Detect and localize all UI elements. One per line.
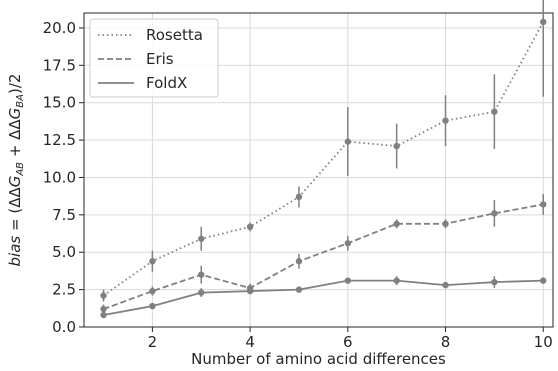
legend-label: Eris <box>146 50 174 68</box>
series-line <box>103 203 544 310</box>
series-rosetta <box>100 0 547 302</box>
data-point <box>295 258 303 265</box>
data-point <box>540 18 547 26</box>
data-point <box>442 220 449 228</box>
data-point <box>149 258 156 265</box>
legend: Rosetta Eris FoldX <box>89 18 219 98</box>
y-axis-label-part: G <box>6 176 24 188</box>
y-axis-label-part: = (ΔΔ <box>6 187 24 236</box>
data-point <box>491 210 498 217</box>
y-axis-label-bias: bias <box>6 236 24 267</box>
y-tick-label: 0.0 <box>52 318 76 336</box>
y-tick-label: 7.5 <box>52 206 76 224</box>
data-point <box>442 281 449 289</box>
data-point <box>295 193 303 201</box>
x-tick-label: 10 <box>534 333 553 351</box>
y-tick-label: 17.5 <box>43 56 76 74</box>
data-point <box>540 201 547 208</box>
data-point <box>149 287 156 295</box>
series-group <box>100 0 547 319</box>
data-point <box>491 108 498 115</box>
data-point <box>100 305 107 313</box>
legend-box <box>89 18 219 98</box>
series-line <box>103 279 544 316</box>
data-point <box>198 235 205 242</box>
data-point <box>540 277 547 284</box>
x-tick-label: 4 <box>245 333 255 351</box>
series-foldx <box>100 276 547 319</box>
data-point <box>295 286 303 293</box>
y-axis-label-sub: AB <box>15 162 26 177</box>
data-point <box>149 302 156 310</box>
y-axis-label-sub: BA <box>15 94 26 108</box>
data-point <box>344 277 352 284</box>
data-point <box>100 311 107 319</box>
data-point <box>442 117 449 124</box>
data-point <box>393 220 400 228</box>
series-line <box>102 21 544 297</box>
axes: 2 4 6 8 10 0.0 2.5 5.0 7.5 10.0 12.5 15.0 17.5 20.0 <box>43 12 554 351</box>
data-point <box>344 138 352 145</box>
data-point <box>393 277 400 284</box>
y-tick-label: 20.0 <box>43 19 76 37</box>
x-tick-label: 2 <box>148 333 158 351</box>
y-axis-label-part: )/2 <box>6 74 24 94</box>
x-tick-label: 6 <box>343 333 353 351</box>
x-axis-label: Number of amino acid differences <box>191 350 446 368</box>
data-point <box>344 240 352 247</box>
y-tick-label: 10.0 <box>43 168 76 186</box>
data-point <box>246 223 254 231</box>
y-tick-label: 15.0 <box>43 94 76 112</box>
data-point <box>100 292 107 299</box>
legend-label: FoldX <box>146 74 187 92</box>
x-tick-label: 8 <box>441 333 451 351</box>
y-axis-label: bias = (ΔΔGAB + ΔΔGBA)/2 <box>6 74 26 267</box>
series-eris <box>100 193 547 314</box>
data-point <box>198 289 205 296</box>
y-tick-label: 5.0 <box>52 243 76 261</box>
data-point <box>491 278 498 286</box>
legend-label: Rosetta <box>146 26 203 44</box>
data-point <box>246 287 254 295</box>
plot-frame <box>83 12 554 328</box>
data-point <box>393 142 400 150</box>
y-tick-label: 12.5 <box>43 131 76 149</box>
y-axis-label-part: + ΔΔ <box>6 119 24 162</box>
y-axis-label-part: G <box>6 108 24 120</box>
y-tick-label: 2.5 <box>52 281 76 299</box>
data-point <box>198 271 205 278</box>
